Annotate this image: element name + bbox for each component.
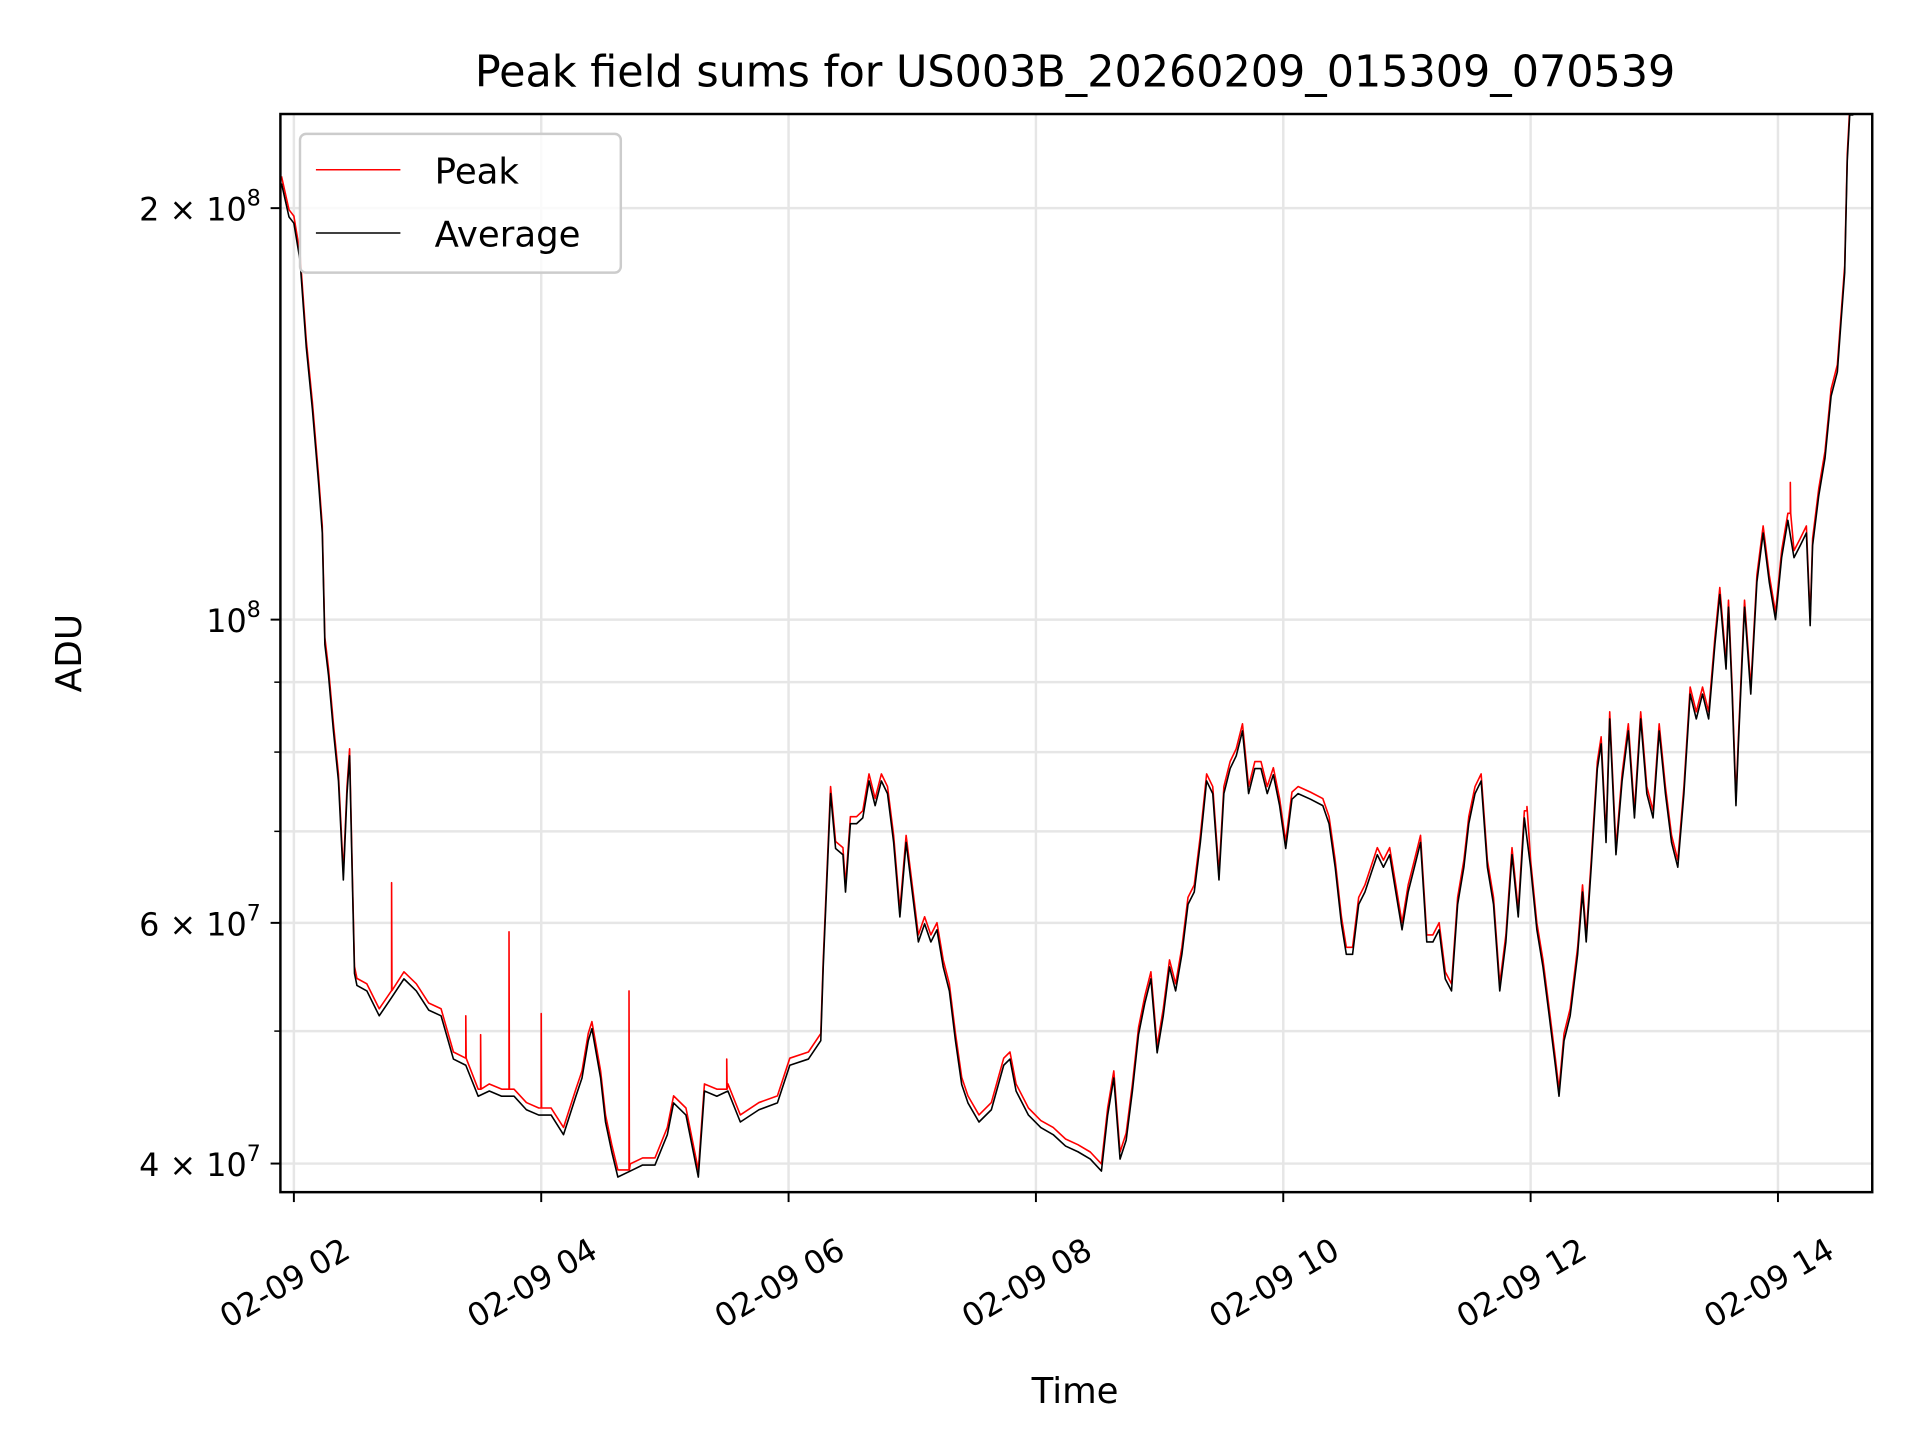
y-tick-exponent: 7	[247, 1141, 261, 1167]
y-tick-mantissa: 4 × 10	[139, 1146, 247, 1184]
x-axis-label: Time	[1031, 1371, 1119, 1412]
axes-frame	[279, 112, 1874, 1194]
y-tick-exponent: 7	[247, 900, 261, 926]
y-tick-label: 108	[206, 597, 261, 640]
legend-box	[298, 132, 623, 274]
y-tick-mantissa: 10	[206, 602, 247, 640]
y-tick-label: 6 × 107	[139, 900, 261, 943]
y-tick-mantissa: 6 × 10	[139, 905, 247, 943]
y-tick-exponent: 8	[247, 597, 261, 623]
legend-average-label: Average	[435, 214, 581, 255]
legend-peak-label: Peak	[435, 151, 520, 192]
series-peak-line	[280, 114, 1851, 1171]
y-axis-label: ADU	[49, 614, 90, 693]
series-average-line	[280, 114, 1854, 1178]
y-tick-label: 4 × 107	[139, 1141, 261, 1184]
y-tick-exponent: 8	[247, 186, 261, 212]
chart-title: Peak field sums for US003B_20260209_0153…	[475, 48, 1675, 98]
plot-area	[280, 114, 1854, 1178]
y-tick-label: 2 × 108	[139, 186, 261, 229]
y-tick-mantissa: 2 × 10	[139, 190, 247, 228]
legend: Peak Average	[298, 132, 623, 274]
